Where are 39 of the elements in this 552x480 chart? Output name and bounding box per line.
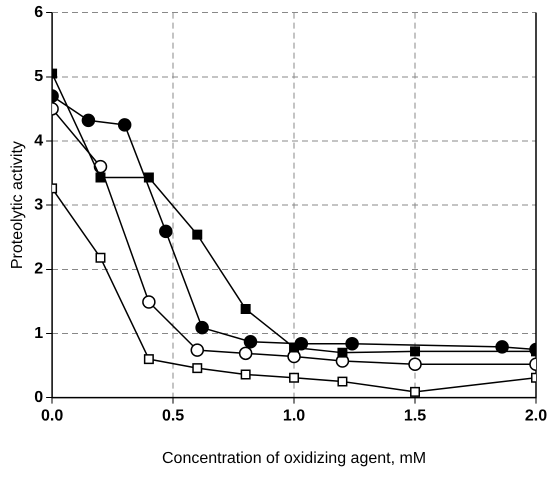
x-axis-title: Concentration of oxidizing agent, mM [162, 450, 426, 467]
point [410, 346, 420, 356]
x-tick-label: 0.0 [40, 408, 64, 425]
y-tick-label: 1 [34, 324, 44, 342]
x-tick-label: 1.0 [282, 408, 306, 425]
point [289, 372, 300, 383]
point [240, 370, 251, 380]
point [337, 348, 348, 358]
point [410, 386, 420, 397]
x-tick-label: 1.5 [404, 408, 426, 425]
point [190, 343, 204, 357]
point [144, 354, 154, 364]
point [95, 172, 106, 182]
point [495, 340, 509, 354]
point [159, 224, 173, 238]
point [294, 336, 308, 350]
point [345, 336, 359, 350]
point [192, 363, 202, 374]
y-tick-label: 0 [34, 389, 44, 406]
point [408, 357, 422, 371]
y-tick-label: 4 [34, 132, 44, 150]
point [244, 335, 258, 349]
point [240, 304, 251, 314]
y-tick-label: 3 [34, 196, 44, 214]
point [95, 252, 106, 263]
y-tick-label: 6 [34, 4, 44, 22]
y-tick-label: 2 [34, 260, 44, 278]
x-tick-label: 2.0 [524, 408, 548, 425]
point [195, 320, 209, 334]
point [118, 118, 132, 132]
point [142, 295, 156, 309]
point [238, 346, 252, 360]
x-tick-label: 0.5 [162, 408, 184, 425]
y-tick-label: 5 [34, 68, 44, 86]
point [82, 114, 96, 128]
point [192, 230, 202, 240]
y-axis-title: Proteolytic activity [9, 141, 26, 270]
point [144, 172, 154, 182]
point [337, 376, 348, 387]
